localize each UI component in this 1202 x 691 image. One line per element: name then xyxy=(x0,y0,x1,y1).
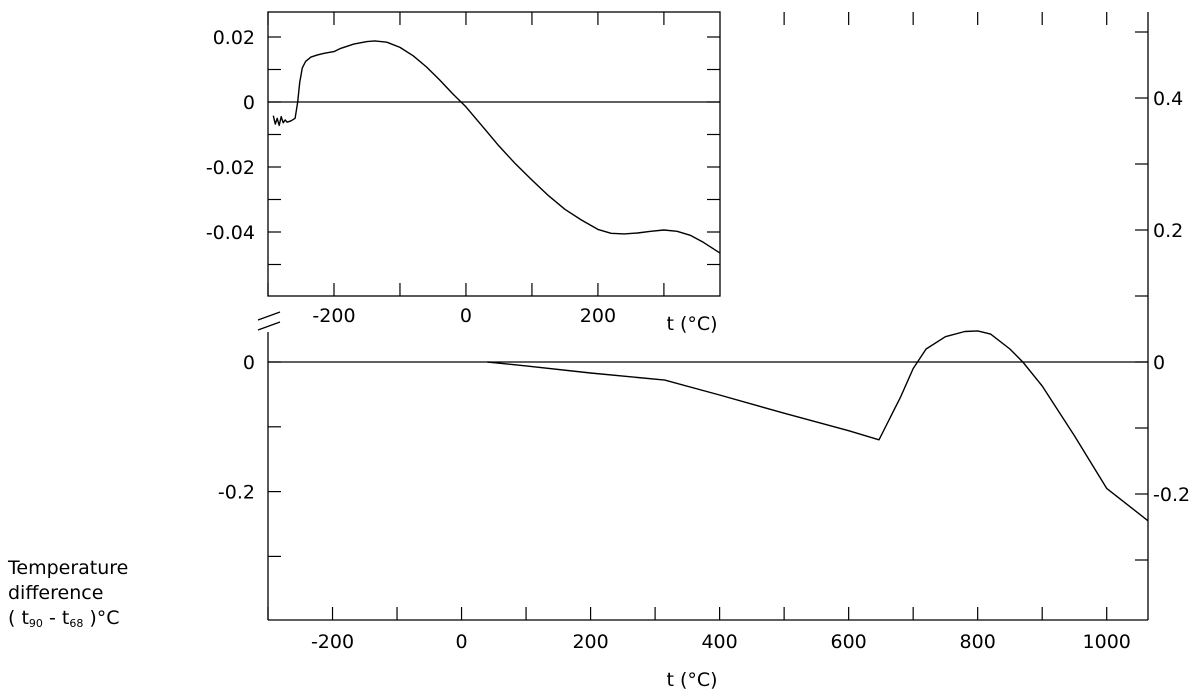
main-x-tick-label: 800 xyxy=(960,631,996,653)
main-left-y-tick-label: -0.2 xyxy=(218,482,255,504)
main-right-y-tick-label: 0.4 xyxy=(1153,88,1183,110)
main-x-tick-label: 600 xyxy=(831,631,867,653)
y-axis-label: Temperature difference ( t90 - t68 )°C xyxy=(8,556,178,636)
y-label-paren-close: )°C xyxy=(89,607,120,629)
inset-x-tick-label: 200 xyxy=(580,305,616,327)
main-series-line xyxy=(487,330,1149,522)
inset-x-axis-label: t (°C) xyxy=(666,313,717,335)
main-right-y-tick-label: -0.2 xyxy=(1153,484,1190,506)
y-axis-label-line1: Temperature xyxy=(8,557,129,579)
main-x-tick-label: 200 xyxy=(572,631,608,653)
inset-x-tick-label: 0 xyxy=(460,305,472,327)
inset-chart-panel: -200 0 200 0.02 0 -0.02 -0.04 xyxy=(206,11,721,327)
inset-series-line xyxy=(272,40,721,254)
y-label-t68-sub: 68 xyxy=(69,617,84,630)
inset-y-tick-label: 0 xyxy=(243,92,255,114)
inset-background xyxy=(268,12,720,296)
y-label-t90: t xyxy=(21,607,29,629)
main-x-tick-label: 400 xyxy=(701,631,737,653)
inset-y-tick-label: 0.02 xyxy=(213,27,255,49)
inset-x-tick-label: -200 xyxy=(312,305,355,327)
main-x-tick-label: -200 xyxy=(311,631,354,653)
y-axis-label-line3: ( t90 - t68 )°C xyxy=(8,606,178,636)
main-x-tick-label: 0 xyxy=(456,631,468,653)
y-label-minus: - xyxy=(48,607,56,629)
y-axis-label-line2: difference xyxy=(8,582,104,604)
inset-y-tick-label: -0.02 xyxy=(206,157,255,179)
main-right-y-tick-label: 0 xyxy=(1153,352,1165,374)
y-label-paren-open: ( xyxy=(8,607,16,629)
main-right-y-tick-label: 0.2 xyxy=(1153,220,1183,242)
inset-frame xyxy=(267,11,721,297)
main-x-axis-label: t (°C) xyxy=(666,669,717,691)
main-x-tick-label: 1000 xyxy=(1083,631,1131,653)
axis-break-mark xyxy=(257,311,281,321)
y-label-t68: t xyxy=(61,607,70,629)
y-label-t90-sub: 90 xyxy=(28,617,43,630)
main-chart-panel: -200 0 200 400 600 800 1000 0 -0.2 0.4 0.2 0 -0.2 xyxy=(218,12,1190,653)
inset-y-tick-label: -0.04 xyxy=(206,222,255,244)
main-left-y-tick-label: 0 xyxy=(243,352,255,374)
axis-break-mark xyxy=(257,321,281,331)
